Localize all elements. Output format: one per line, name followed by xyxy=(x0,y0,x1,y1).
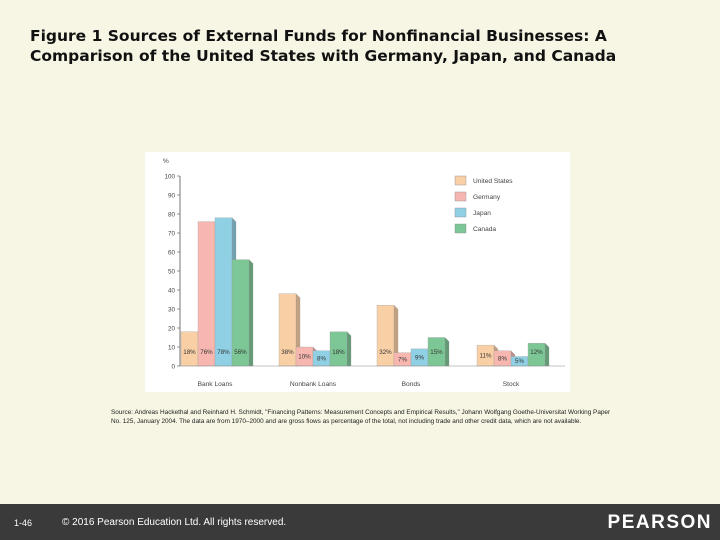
bar-value-label: 56% xyxy=(234,349,247,356)
bar xyxy=(214,217,233,367)
bar-value-label: 11% xyxy=(480,353,492,360)
x-category-label: Bank Loans xyxy=(198,381,234,388)
source-note: Source: Andreas Hackethal and Reinhard H… xyxy=(111,409,611,425)
legend-label: Germany xyxy=(473,194,501,201)
y-tick-label: 10 xyxy=(168,344,176,351)
x-category-label: Bonds xyxy=(402,381,421,388)
legend-label: United States xyxy=(473,178,513,185)
x-category-label: Nonbank Loans xyxy=(290,381,337,388)
bar-value-label: 7% xyxy=(398,356,407,363)
y-tick-label: 0 xyxy=(171,363,175,370)
slide-title: Figure 1 Sources of External Funds for N… xyxy=(30,27,617,65)
bar xyxy=(197,221,216,367)
y-tick-label: 30 xyxy=(168,306,176,313)
bar-value-label: 38% xyxy=(281,349,294,356)
bar xyxy=(376,305,395,367)
bar-value-label: 18% xyxy=(332,349,345,356)
legend-swatch xyxy=(454,191,467,202)
x-category-label: Stock xyxy=(503,381,520,388)
bar-value-label: 15% xyxy=(430,349,443,356)
legend-label: Canada xyxy=(473,226,496,233)
legend-label: Japan xyxy=(473,210,491,217)
footer-bar: 1-46 © 2016 Pearson Education Ltd. All r… xyxy=(0,504,720,540)
y-axis-label: % xyxy=(163,158,169,165)
bar-value-label: 10% xyxy=(298,354,311,361)
legend-swatch xyxy=(454,223,467,234)
y-tick-label: 70 xyxy=(168,230,176,237)
bar-value-label: 78% xyxy=(217,349,230,356)
legend-swatch xyxy=(454,175,467,186)
y-tick-label: 80 xyxy=(168,211,176,218)
y-tick-label: 90 xyxy=(168,192,176,199)
y-tick-label: 60 xyxy=(168,249,176,256)
y-tick-label: 20 xyxy=(168,325,176,332)
bar-value-label: 5% xyxy=(515,358,524,365)
bar-value-label: 76% xyxy=(200,349,213,356)
pearson-logo: PEARSON xyxy=(607,512,712,533)
slide-number: 1-46 xyxy=(14,518,33,528)
bar-side-face xyxy=(346,331,352,367)
bar-side-face xyxy=(248,259,254,367)
legend-swatch xyxy=(454,207,467,218)
bar-value-label: 9% xyxy=(415,354,424,361)
y-tick-label: 100 xyxy=(164,173,175,180)
bar-chart-svg: % 0 10 20 30 40 50 60 70 80 90 100 18% 76% 78% 56% Bank … xyxy=(163,158,565,388)
y-tick-label: 40 xyxy=(168,287,176,294)
bar-value-label: 18% xyxy=(183,349,196,356)
bar-value-label: 32% xyxy=(379,349,392,356)
bar-side-face xyxy=(444,337,450,367)
bar-value-label: 8% xyxy=(498,355,507,362)
bar-chart: % 0 10 20 30 40 50 60 70 80 90 100 18% 76% 78% 56% Bank … xyxy=(145,152,570,392)
bar-value-label: 12% xyxy=(530,349,543,356)
copyright-text: © 2016 Pearson Education Ltd. All rights… xyxy=(62,517,287,528)
y-tick-label: 50 xyxy=(168,268,176,275)
bar-side-face xyxy=(544,342,550,367)
bar-value-label: 8% xyxy=(317,355,326,362)
